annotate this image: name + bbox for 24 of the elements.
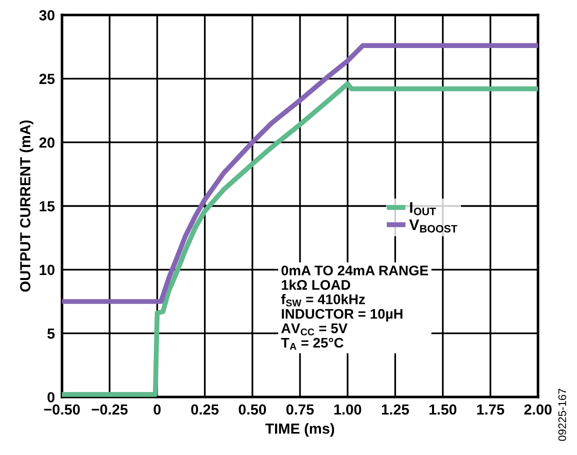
y-tick-label: 0 [48,392,54,402]
x-tick-label: −0.25 [92,404,128,415]
x-tick-label: 1.75 [477,404,504,415]
x-tick-label: −0.50 [44,404,80,415]
y-tick-label: 5 [47,328,55,339]
x-tick-label: 2.00 [524,404,552,415]
x-tick-label: 0.75 [286,404,314,415]
y-tick-label: 20 [39,137,54,148]
legend-label: V$_{BOOST}$ [409,220,458,233]
y-axis-title: OUTPUT CURRENT (mA) [20,120,34,292]
x-tick-label: 1.00 [334,404,362,415]
x-tick-label: 0 [154,404,161,415]
x-tick-label: 1.50 [430,404,456,415]
x-tick-label: 1.25 [382,404,409,415]
y-tick-label: 25 [39,74,55,84]
text: 09225-167 [558,388,566,441]
x-axis-title: TIME (ms) [265,423,334,437]
text: 0mA TO 24mA RANGE 1kΩ LOAD f$_{SW}$ = 410kHz INDUCTOR = 10µH AV$_{CC}$ = 5V T$_{A}$ = 25°C [281,266,428,350]
x-tick-label: 0.50 [238,404,266,415]
y-tick-label: 30 [39,10,54,20]
legend-label: I$_{OUT}$ [410,202,436,216]
x-tick-label: 0.25 [191,404,219,415]
y-tick-label: 15 [40,201,55,212]
y-tick-label: 10 [40,264,54,276]
